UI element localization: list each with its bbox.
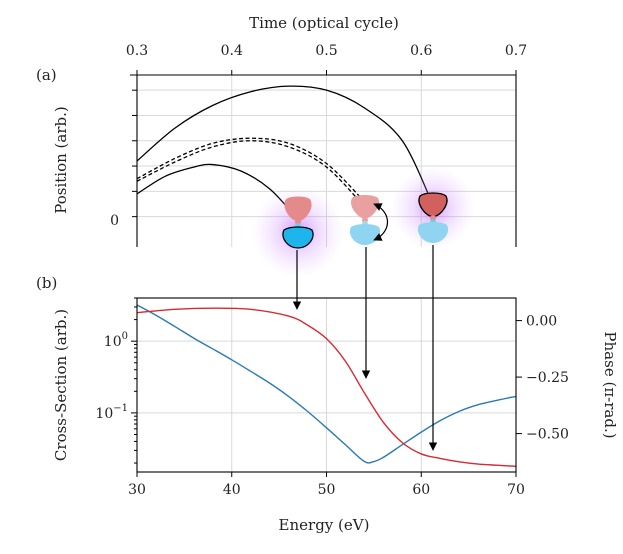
panel-b-right-y-tick-labels: 0.00 −0.25 −0.50 (526, 314, 569, 443)
panel-a-ticks (132, 70, 517, 218)
panel-a-x-tick-label: 0.4 (221, 43, 243, 59)
panel-a: (a) Time (optical cycle) Position (arb.)… (36, 14, 527, 278)
panel-a-x-tick-labels: 0.3 0.4 0.5 0.6 0.7 (126, 43, 527, 59)
panel-b-right-tick-label: −0.25 (526, 370, 569, 386)
panel-b-x-title: Energy (eV) (279, 516, 370, 534)
panel-b-x-tick-label: 60 (412, 482, 430, 498)
panel-b-series-cross-section (136, 304, 517, 464)
panel-b-x-tick-label: 40 (223, 482, 241, 498)
panel-a-series-trajectory-dashed-lower (136, 140, 365, 207)
panel-a-y-tick-labels: 0 (110, 213, 119, 229)
orbital-illustration-2 (349, 195, 381, 245)
panel-a-series-trajectory-dashed-upper (136, 137, 365, 202)
transition-double-arrow (373, 203, 389, 241)
panel-b-lines (136, 304, 517, 468)
panel-b-x-tick-labels: 30 40 50 60 70 (128, 482, 525, 498)
panel-b-x-tick-label: 30 (128, 482, 146, 498)
panel-b-right-y-title: Phase (π-rad.) (601, 331, 619, 438)
panel-b-right-tick-label: −0.50 (526, 427, 569, 443)
panel-a-series-trajectory-short (136, 163, 294, 215)
panel-a-x-tick-label: 0.7 (505, 43, 527, 59)
panel-a-lines (136, 85, 434, 215)
panel-b-left-y-title: Cross-Section (arb.) (52, 309, 70, 461)
panel-a-y-tick-0: 0 (110, 213, 119, 229)
panel-b-left-y-tick-labels: 100 10−1 (95, 331, 128, 422)
panel-a-x-tick-label: 0.3 (126, 43, 148, 59)
panel-b-right-tick-label: 0.00 (526, 314, 557, 330)
panel-b: (b) Energy (eV) Cross-Section (arb.) Pha… (36, 274, 619, 534)
orbital-illustration-3 (417, 192, 449, 243)
panel-b-left-tick-label: 100 (104, 331, 128, 350)
panel-a-series-trajectory-main (136, 85, 434, 205)
panel-b-frame (136, 297, 517, 473)
panel-a-label: (a) (36, 66, 57, 84)
panel-a-x-tick-label: 0.6 (410, 43, 432, 59)
panel-a-x-tick-label: 0.5 (315, 43, 337, 59)
panel-a-y-title: Position (arb.) (52, 106, 70, 213)
panel-b-left-tick-label: 10−1 (95, 403, 128, 422)
orbital-illustration-1 (282, 196, 314, 249)
panel-b-label: (b) (36, 274, 57, 292)
panel-b-grid (136, 298, 517, 472)
panel-b-x-tick-label: 50 (318, 482, 336, 498)
panel-b-series-phase (136, 307, 517, 468)
panel-b-x-tick-label: 70 (507, 482, 525, 498)
panel-a-top-x-title: Time (optical cycle) (249, 14, 399, 32)
